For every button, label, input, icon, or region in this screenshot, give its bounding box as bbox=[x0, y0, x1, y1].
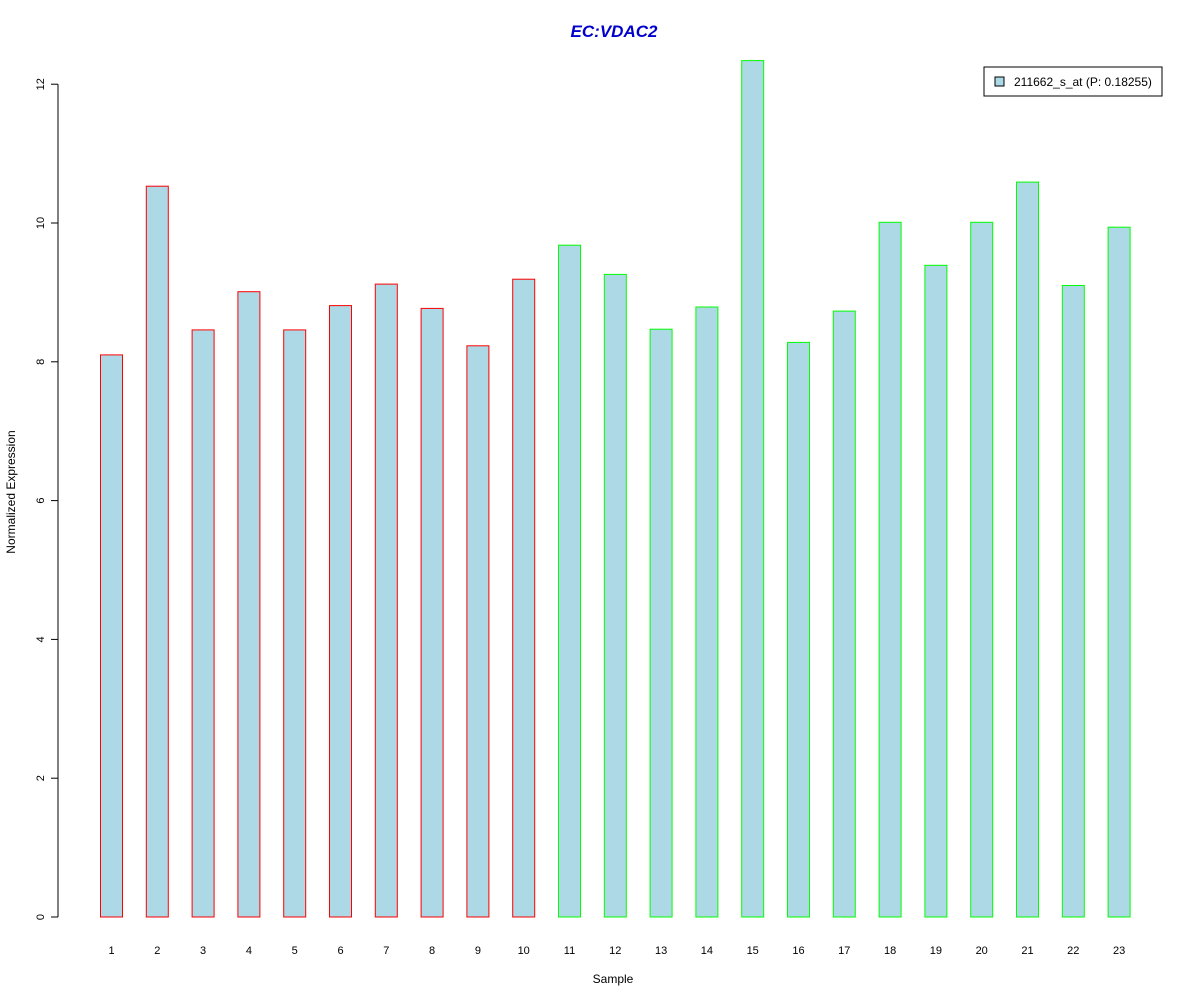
bar-sample-23 bbox=[1107, 226, 1131, 918]
bar-sample-7 bbox=[374, 283, 398, 918]
bar-sample-15 bbox=[741, 60, 765, 918]
y-tick-label: 12 bbox=[35, 78, 47, 90]
y-tick-label: 8 bbox=[35, 359, 47, 365]
chart-title: EC:VDAC2 bbox=[571, 22, 658, 41]
bar-sample-6 bbox=[329, 305, 352, 918]
bar-sample-11 bbox=[558, 244, 581, 918]
bar-sample-10 bbox=[512, 278, 536, 918]
x-tick-label: 4 bbox=[246, 945, 252, 957]
legend-box bbox=[983, 66, 1163, 97]
y-tick-label: 2 bbox=[35, 775, 47, 781]
legend: 211662_s_at (P: 0.18255) bbox=[983, 66, 1163, 97]
x-tick-label: 15 bbox=[747, 945, 759, 957]
bar-sample-4 bbox=[237, 291, 261, 918]
x-tick-label: 21 bbox=[1021, 945, 1033, 957]
bar-sample-20 bbox=[970, 221, 994, 918]
y-axis-label: Normalized Expression bbox=[4, 430, 18, 553]
x-tick-label: 17 bbox=[838, 945, 850, 957]
bar-sample-12 bbox=[603, 273, 627, 918]
x-tick-label: 9 bbox=[475, 945, 481, 957]
x-tick-label: 16 bbox=[792, 945, 804, 957]
legend-label: 211662_s_at (P: 0.18255) bbox=[1014, 75, 1152, 89]
x-tick-label: 12 bbox=[609, 945, 621, 957]
y-tick-label: 4 bbox=[35, 636, 47, 642]
bar-sample-2 bbox=[145, 185, 169, 918]
x-axis-label: Sample bbox=[593, 972, 634, 986]
x-tick-label: 14 bbox=[701, 945, 713, 957]
x-tick-label: 3 bbox=[200, 945, 206, 957]
bar-sample-8 bbox=[420, 307, 444, 918]
x-tick-label: 11 bbox=[564, 945, 575, 957]
x-tick-label: 23 bbox=[1113, 945, 1125, 957]
bar-sample-14 bbox=[695, 306, 719, 918]
x-tick-label: 20 bbox=[976, 945, 988, 957]
x-tick-label: 2 bbox=[154, 945, 160, 957]
bar-sample-17 bbox=[832, 310, 856, 918]
x-tick-label: 10 bbox=[518, 945, 530, 957]
y-tick-label: 0 bbox=[35, 914, 47, 920]
x-tick-label: 6 bbox=[337, 945, 343, 957]
legend-swatch bbox=[994, 76, 1005, 87]
bar-sample-1 bbox=[100, 354, 123, 918]
x-tick-label: 22 bbox=[1067, 945, 1079, 957]
x-tick-label: 18 bbox=[884, 945, 896, 957]
bar-sample-9 bbox=[466, 345, 490, 918]
bar-sample-18 bbox=[878, 221, 902, 918]
y-tick-label: 6 bbox=[35, 498, 47, 504]
x-tick-label: 7 bbox=[383, 945, 389, 957]
x-tick-label: 8 bbox=[429, 945, 435, 957]
bar-sample-19 bbox=[924, 264, 948, 918]
bar-sample-21 bbox=[1016, 181, 1039, 918]
bars-group bbox=[100, 60, 1131, 918]
x-tick-label: 19 bbox=[930, 945, 942, 957]
x-tick-label: 1 bbox=[108, 945, 114, 957]
y-tick-label: 10 bbox=[35, 217, 47, 229]
x-tick-labels: 1 2 3 4 5 6 7 8 9 10 11 12 13 14 15 16 17 18 19 20 21 22 23 bbox=[108, 945, 1125, 957]
bar-sample-16 bbox=[787, 341, 810, 918]
bar-sample-13 bbox=[649, 328, 673, 918]
y-axis: 0 2 4 6 8 10 12 bbox=[35, 78, 59, 920]
x-tick-label: 5 bbox=[292, 945, 298, 957]
bar-sample-3 bbox=[191, 329, 215, 918]
bar-sample-22 bbox=[1061, 285, 1085, 918]
bar-sample-5 bbox=[283, 329, 307, 918]
x-tick-label: 13 bbox=[655, 945, 667, 957]
